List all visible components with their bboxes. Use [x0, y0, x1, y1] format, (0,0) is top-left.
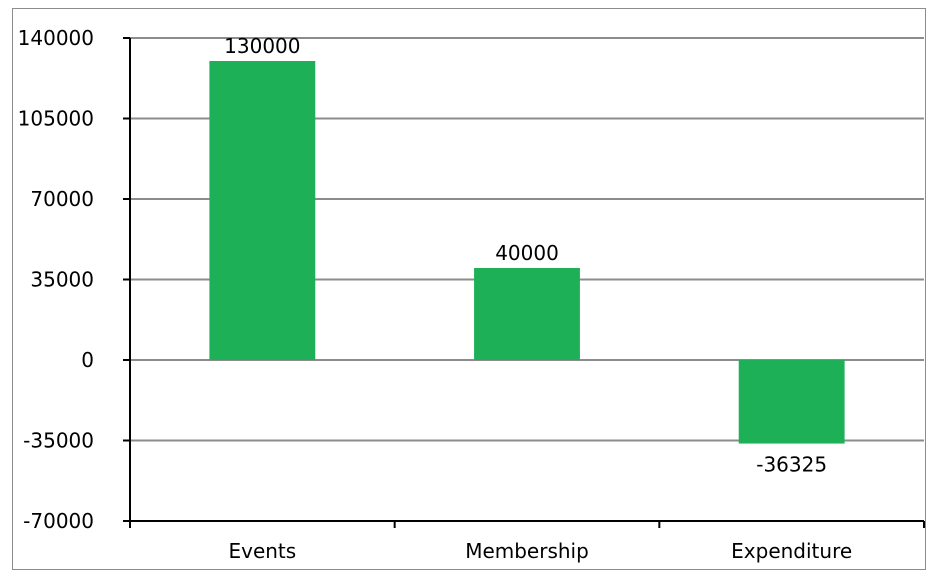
y-tick-label: 0 [81, 348, 94, 372]
data-label: 130000 [224, 34, 300, 58]
data-label: -36325 [756, 453, 827, 477]
y-tick-label: 35000 [30, 268, 94, 292]
x-tick-label: Membership [465, 539, 589, 563]
y-tick-label: 70000 [30, 187, 94, 211]
y-tick-label: -70000 [23, 509, 94, 533]
bars [209, 61, 845, 444]
bar-events [209, 61, 316, 360]
bar-membership [474, 268, 580, 360]
x-tick-labels: Events Membership Expenditure [228, 539, 852, 563]
y-tick-label: 105000 [18, 107, 94, 131]
y-tick-label: -35000 [23, 429, 94, 453]
x-tick-label: Events [228, 539, 296, 563]
bar-expenditure [738, 360, 845, 444]
y-tick-label: 140000 [18, 26, 94, 50]
data-labels: 130000 40000 -36325 [224, 34, 827, 477]
chart-frame [12, 8, 926, 570]
data-label: 40000 [495, 241, 559, 265]
y-tick-labels: -70000 -35000 0 35000 70000 105000 140000 [18, 26, 94, 533]
x-tick-label: Expenditure [731, 539, 852, 563]
axes [123, 37, 925, 528]
